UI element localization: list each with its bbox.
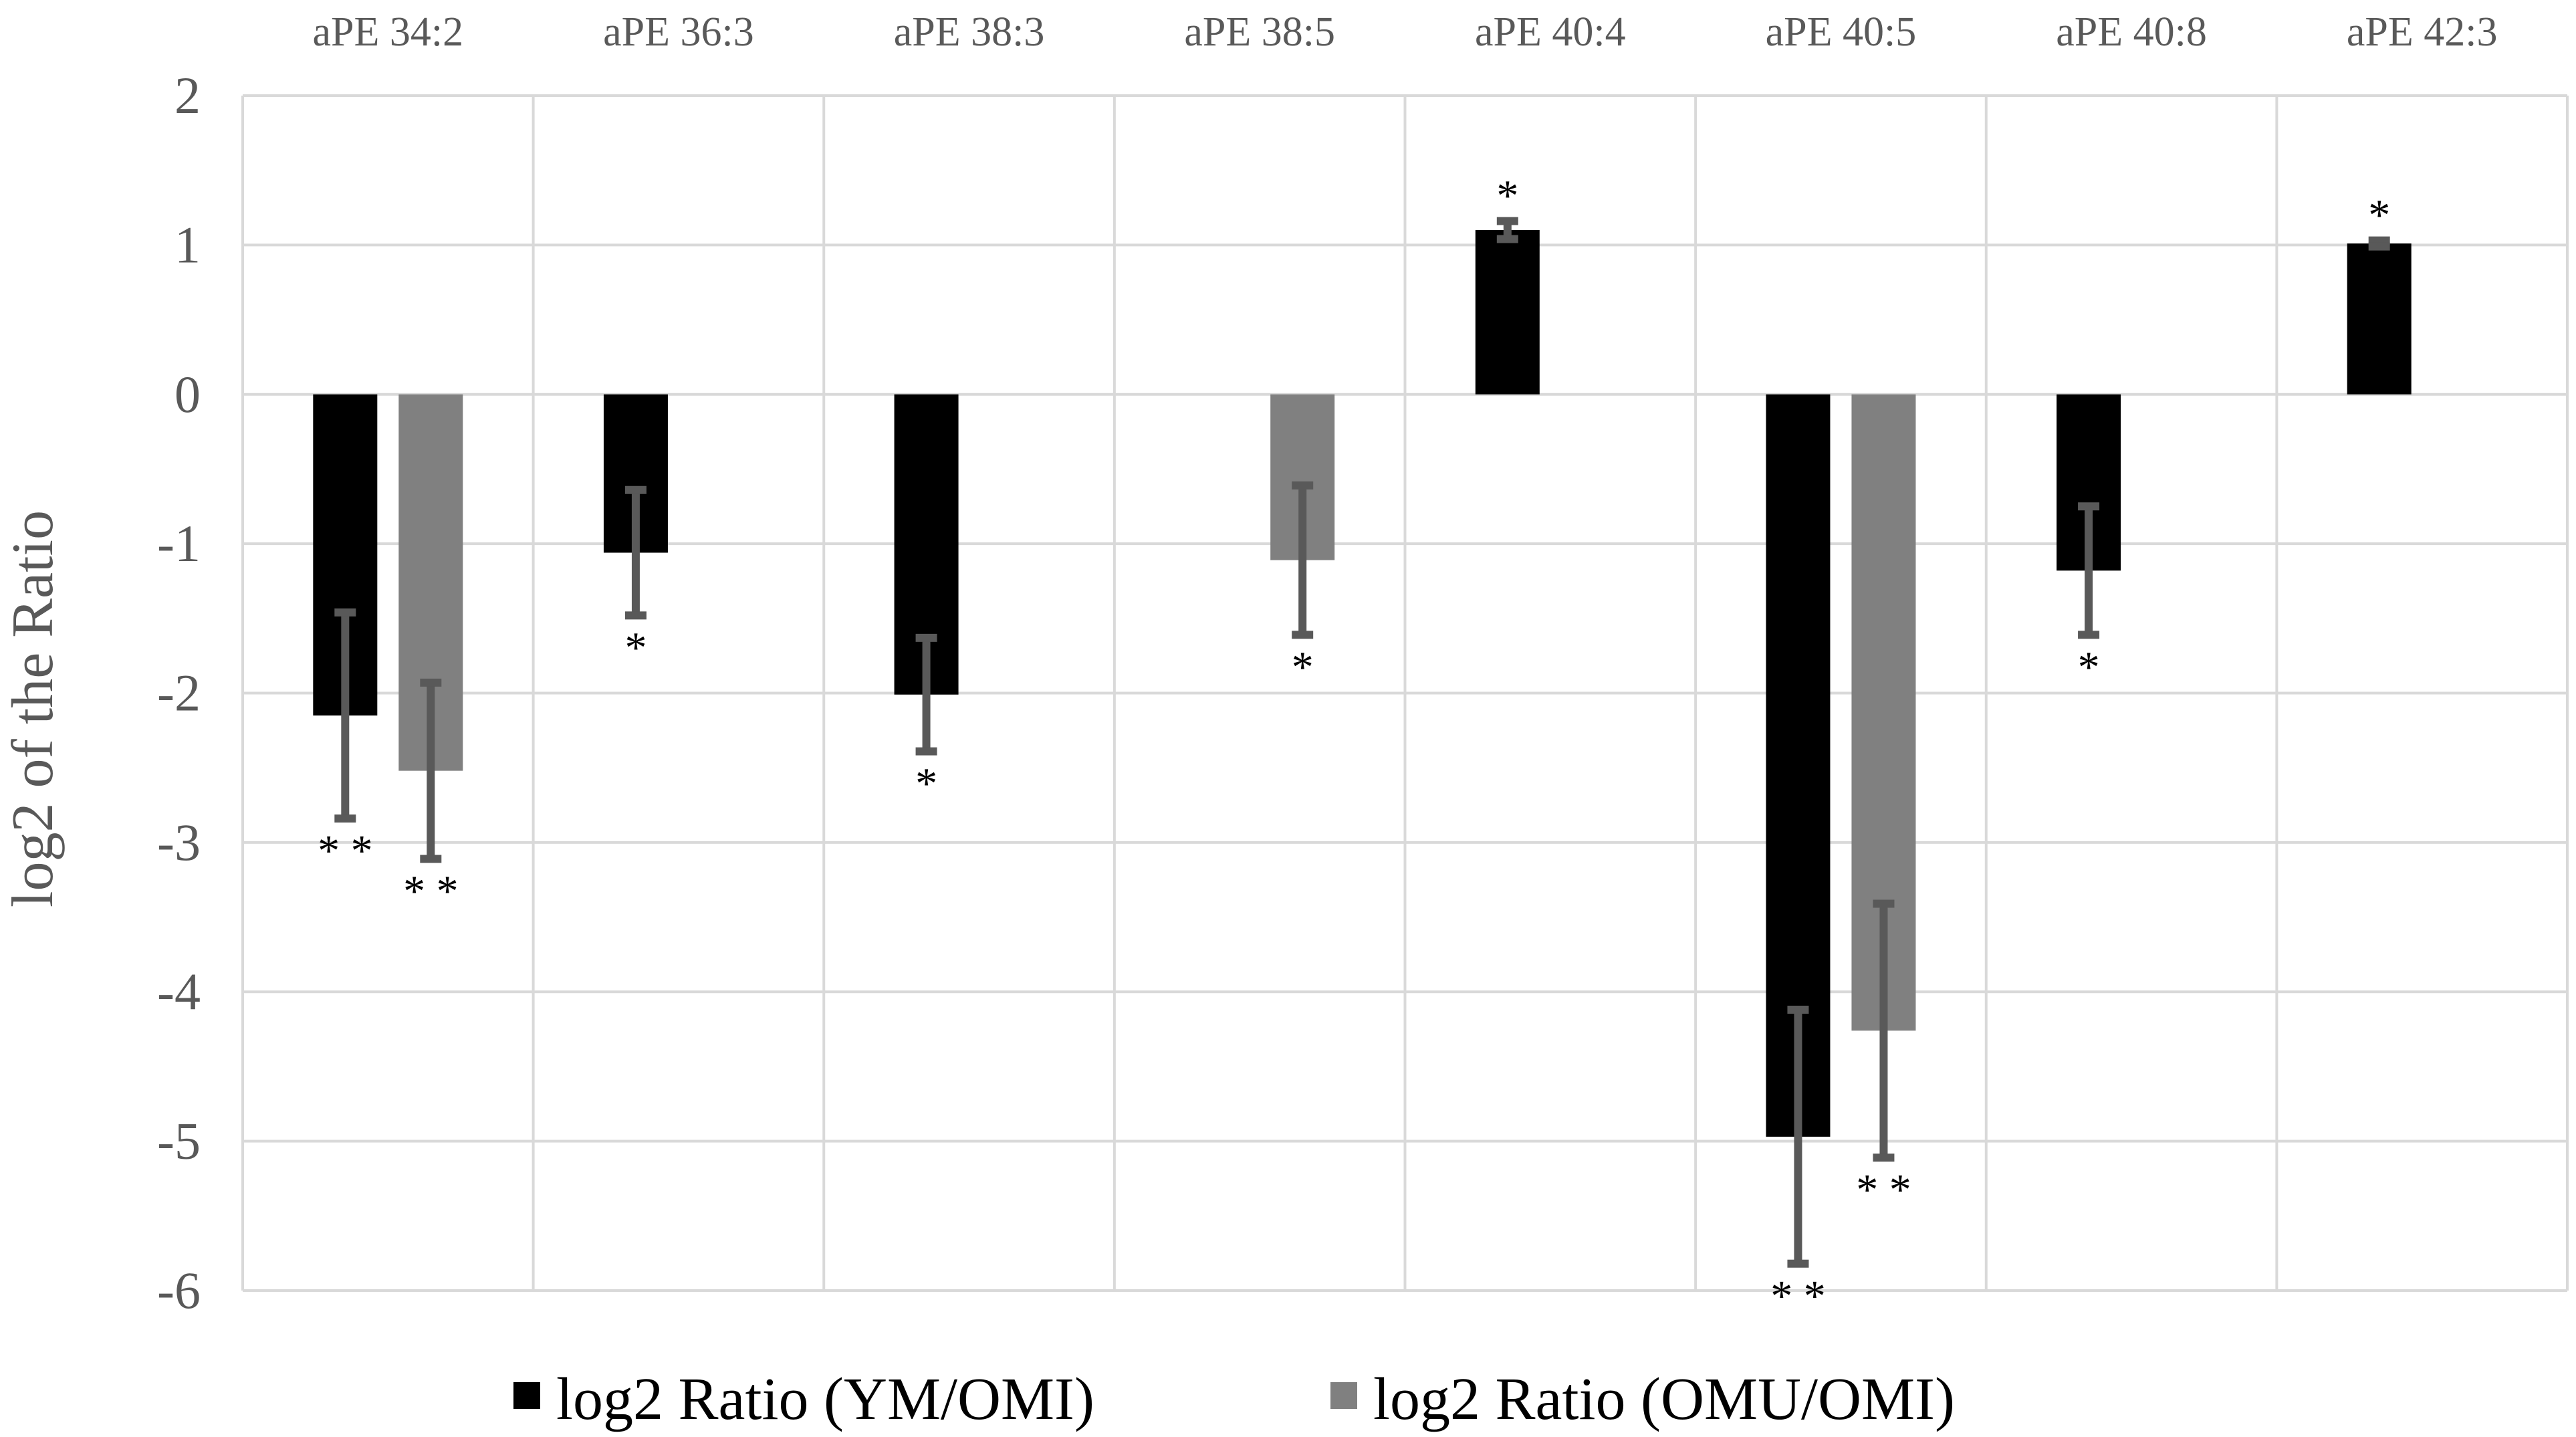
- y-tick-label: 0: [174, 365, 201, 423]
- significance-mark: * *: [1856, 1166, 1911, 1214]
- category-label: aPE 42:3: [2347, 9, 2498, 55]
- legend-swatch-ym-omi: [513, 1382, 540, 1409]
- y-tick-label: -3: [157, 813, 201, 871]
- y-axis-ticks: 2 1 0 -1 -2 -3 -4 -5 -6: [157, 66, 201, 1319]
- grid: [241, 94, 2569, 1292]
- category-label: aPE 40:8: [2056, 9, 2207, 55]
- significance-mark: *: [1496, 172, 1518, 221]
- y-tick-label: -4: [157, 962, 201, 1020]
- significance-mark: * *: [318, 826, 373, 875]
- y-axis-title: log2 of the Ratio: [1, 510, 66, 907]
- significance-mark: *: [2368, 191, 2390, 240]
- y-tick-label: 1: [174, 215, 201, 273]
- bar: [2347, 243, 2412, 395]
- significance-mark: * *: [1770, 1272, 1826, 1321]
- significance-mark: *: [915, 760, 937, 808]
- y-tick-label: -5: [157, 1112, 201, 1170]
- category-label: aPE 34:2: [313, 9, 464, 55]
- category-label: aPE 38:5: [1184, 9, 1335, 55]
- category-label: aPE 36:3: [603, 9, 754, 55]
- significance-mark: * *: [403, 867, 459, 915]
- significance-mark: *: [624, 623, 647, 672]
- legend-label-omu-omi: log2 Ratio (OMU/OMI): [1373, 1366, 1955, 1432]
- significance-mark: *: [1292, 643, 1314, 691]
- category-labels: aPE 34:2 aPE 36:3 aPE 38:3 aPE 38:5 aPE 40:4…: [313, 9, 2498, 55]
- significance-labels: * * * * * * * * * * * * * *: [318, 172, 2390, 1321]
- bar: [1475, 230, 1540, 395]
- category-label: aPE 40:4: [1475, 9, 1626, 55]
- y-tick-label: -1: [157, 514, 201, 572]
- y-tick-label: 2: [174, 66, 201, 124]
- category-label: aPE 40:5: [1766, 9, 1917, 55]
- significance-mark: *: [2078, 643, 2100, 691]
- legend-label-ym-omi: log2 Ratio (YM/OMI): [556, 1366, 1094, 1432]
- y-tick-label: -6: [157, 1261, 201, 1319]
- category-label: aPE 38:3: [894, 9, 1045, 55]
- error-bars: [334, 217, 2390, 1268]
- legend-swatch-omu-omi: [1330, 1382, 1357, 1409]
- legend: log2 Ratio (YM/OMI) log2 Ratio (OMU/OMI): [513, 1366, 1955, 1432]
- y-tick-label: -2: [157, 664, 201, 722]
